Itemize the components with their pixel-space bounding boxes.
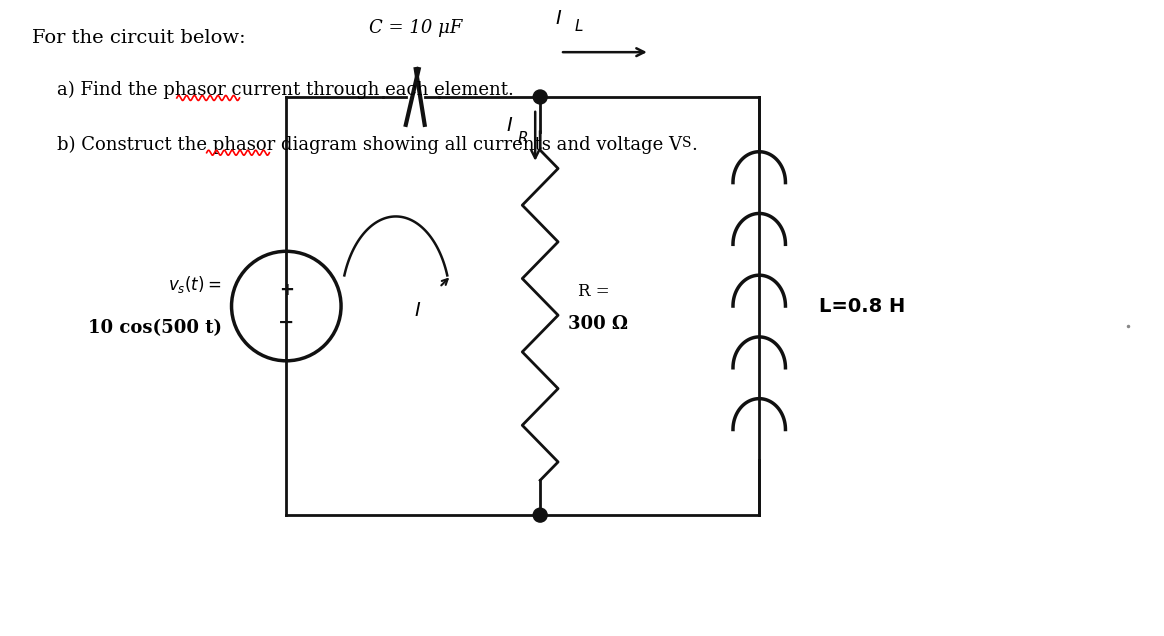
Text: .: . xyxy=(691,136,697,154)
Circle shape xyxy=(533,90,547,104)
Text: For the circuit below:: For the circuit below: xyxy=(33,29,246,47)
Text: −: − xyxy=(278,312,294,331)
Text: L=0.8 H: L=0.8 H xyxy=(819,296,906,315)
Text: $L$: $L$ xyxy=(574,18,583,34)
Text: a) Find the phasor current through each element.: a) Find the phasor current through each … xyxy=(57,81,514,99)
Text: 10 cos(500 t): 10 cos(500 t) xyxy=(87,319,221,337)
Text: b) Construct the phasor diagram showing all currents and voltage V: b) Construct the phasor diagram showing … xyxy=(57,136,682,154)
Text: $R$: $R$ xyxy=(517,130,528,146)
Text: 300 Ω: 300 Ω xyxy=(568,315,627,333)
Circle shape xyxy=(533,508,547,522)
Text: $I$: $I$ xyxy=(555,10,562,28)
Text: S: S xyxy=(682,136,691,150)
Text: R =: R = xyxy=(579,282,610,300)
Text: C = 10 μF: C = 10 μF xyxy=(369,19,462,38)
Text: +: + xyxy=(279,281,293,299)
Text: $I$: $I$ xyxy=(506,117,513,135)
Text: $v_s(t) =$: $v_s(t) =$ xyxy=(169,273,221,294)
Text: $I$: $I$ xyxy=(413,302,421,320)
